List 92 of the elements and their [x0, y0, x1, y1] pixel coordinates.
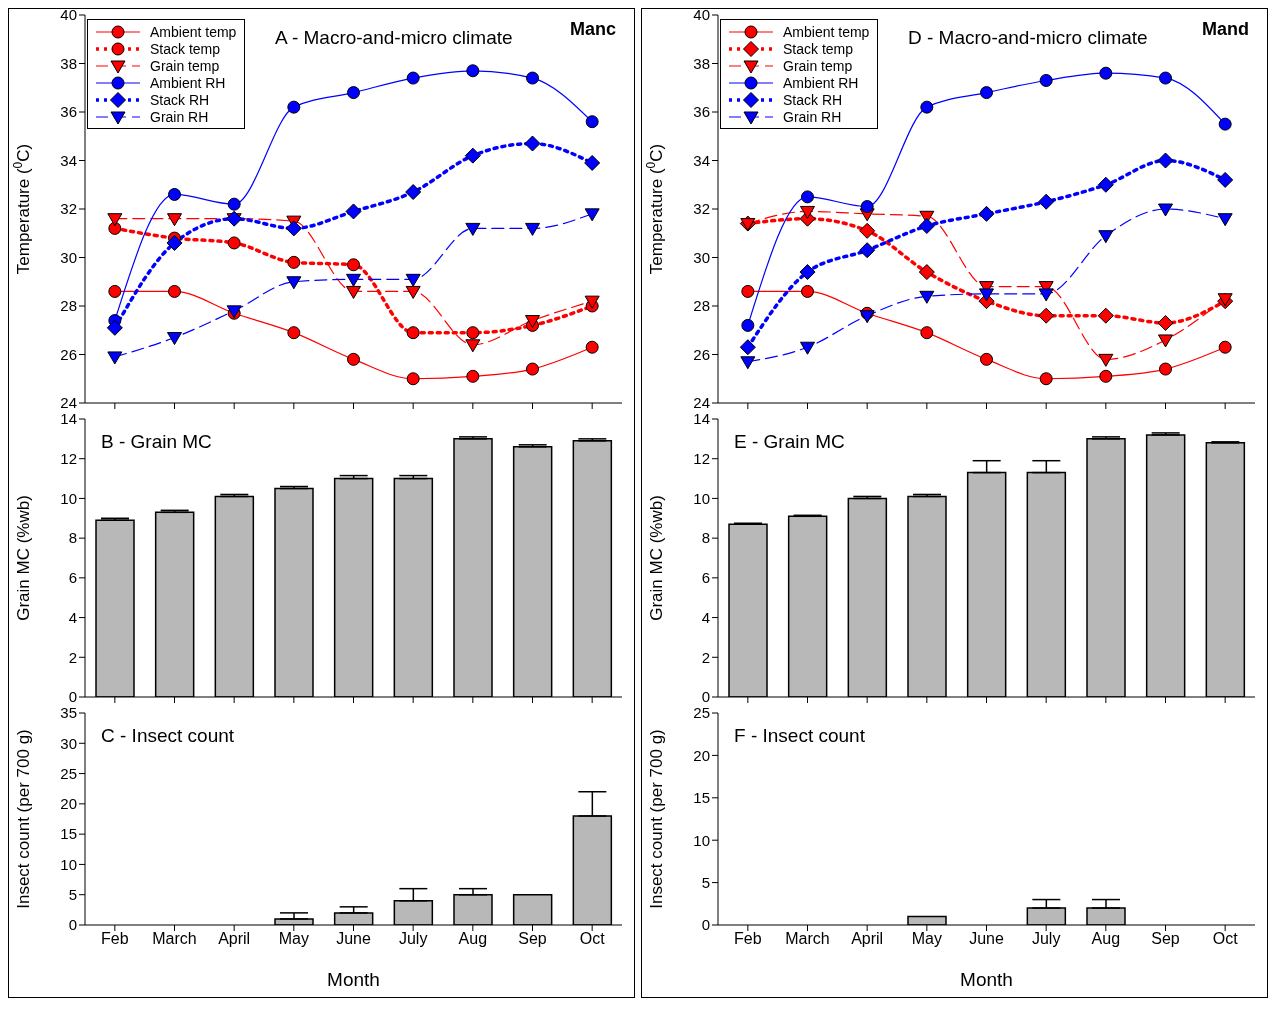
- x-tick-label: April: [851, 930, 884, 948]
- x-tick-label: July: [1031, 930, 1061, 948]
- y-tick-label: 10: [693, 831, 710, 849]
- y-axis-title: Insect count (per 700 g): [647, 729, 666, 909]
- x-tick-label: Oct: [579, 930, 606, 948]
- text: B - Grain MC: [101, 431, 212, 453]
- text: E - Grain MC: [734, 431, 845, 453]
- y-tick-label: 34: [60, 151, 77, 169]
- y-tick-label: 34: [693, 151, 710, 169]
- text: C - Insect count: [101, 725, 235, 747]
- y-tick-label: 0: [701, 688, 710, 706]
- y-tick-label: 15: [60, 825, 77, 843]
- annotation: Mand: [1202, 19, 1249, 40]
- legend-label: Stack RH: [783, 91, 843, 108]
- y-tick-label: 25: [60, 764, 77, 782]
- legend-label: Ambient temp: [783, 23, 870, 40]
- y-tick-label: 24: [60, 394, 77, 412]
- y-tick-label: 5: [701, 873, 710, 891]
- y-tick-label: 4: [701, 608, 710, 626]
- y-tick-label: 8: [68, 529, 77, 547]
- y-tick-label: 2: [701, 648, 710, 666]
- legend-label: Stack temp: [783, 40, 854, 57]
- x-tick-label: Aug: [458, 930, 488, 948]
- y-tick-label: 40: [60, 6, 77, 24]
- y-tick-label: 5: [68, 886, 77, 904]
- y-tick-label: 32: [60, 200, 77, 218]
- y-tick-label: 12: [693, 450, 710, 468]
- y-tick-label: 4: [68, 608, 77, 626]
- y-tick-label: 32: [693, 200, 710, 218]
- legend-label: Grain RH: [783, 108, 842, 125]
- x-tick-label: June: [969, 930, 1004, 948]
- x-tick-label: July: [398, 930, 428, 948]
- y-axis-title: Grain MC (%wb): [14, 495, 33, 621]
- y-tick-label: 38: [693, 54, 710, 72]
- legend-label: Ambient temp: [150, 23, 237, 40]
- y-tick-label: 0: [68, 916, 77, 934]
- legend-label: Stack RH: [150, 91, 210, 108]
- x-tick-label: April: [218, 930, 251, 948]
- y-tick-label: 24: [693, 394, 710, 412]
- legend-label: Grain temp: [150, 57, 220, 74]
- y-tick-label: 0: [68, 688, 77, 706]
- x-axis-title: Month: [959, 969, 1014, 991]
- text: F - Insect count: [734, 725, 865, 747]
- annotation: Manc: [569, 19, 616, 40]
- y-tick-label: 30: [60, 248, 77, 266]
- y-tick-label: 10: [60, 489, 77, 507]
- text: D - Macro-and-micro climate: [908, 27, 1148, 49]
- y-tick-label: 14: [60, 410, 77, 428]
- legend-label: Ambient RH: [783, 74, 859, 91]
- y-tick-label: 10: [60, 855, 77, 873]
- y-tick-label: 38: [60, 54, 77, 72]
- y-tick-label: 2: [68, 648, 77, 666]
- y-tick-label: 10: [693, 489, 710, 507]
- y-tick-label: 25: [693, 704, 710, 722]
- y-tick-label: 15: [693, 789, 710, 807]
- x-tick-label: Feb: [101, 930, 129, 948]
- y-tick-label: 0: [701, 916, 710, 934]
- x-tick-label: Feb: [734, 930, 762, 948]
- y-tick-label: 14: [693, 410, 710, 428]
- y-axis-title: Grain MC (%wb): [647, 495, 666, 621]
- x-tick-label: May: [911, 930, 942, 948]
- y-tick-label: 28: [693, 297, 710, 315]
- x-tick-label: Aug: [1091, 930, 1121, 948]
- y-tick-label: 6: [68, 569, 77, 587]
- text: A - Macro-and-micro climate: [275, 27, 513, 49]
- y-tick-label: 26: [60, 345, 77, 363]
- legend-label: Ambient RH: [150, 74, 226, 91]
- y-tick-label: 6: [701, 569, 710, 587]
- x-axis-title: Month: [326, 969, 381, 991]
- x-tick-label: Sep: [1151, 930, 1180, 948]
- y-tick-label: 28: [60, 297, 77, 315]
- y-tick-label: 36: [60, 103, 77, 121]
- x-tick-label: Oct: [1212, 930, 1239, 948]
- x-tick-label: Sep: [518, 930, 547, 948]
- y-tick-label: 8: [701, 529, 710, 547]
- y-axis-title: Insect count (per 700 g): [14, 729, 33, 909]
- legend-label: Grain temp: [783, 57, 853, 74]
- y-tick-label: 12: [60, 450, 77, 468]
- legend-label: Stack temp: [150, 40, 221, 57]
- y-tick-label: 30: [693, 248, 710, 266]
- x-tick-label: May: [278, 930, 309, 948]
- x-tick-label: June: [336, 930, 371, 948]
- y-tick-label: 30: [60, 734, 77, 752]
- y-tick-label: 36: [693, 103, 710, 121]
- y-tick-label: 35: [60, 704, 77, 722]
- y-tick-label: 20: [693, 746, 710, 764]
- legend-label: Grain RH: [150, 108, 209, 125]
- y-tick-label: 26: [693, 345, 710, 363]
- y-tick-label: 40: [693, 6, 710, 24]
- y-tick-label: 20: [60, 795, 77, 813]
- x-tick-label: March: [785, 930, 830, 948]
- x-tick-label: March: [152, 930, 197, 948]
